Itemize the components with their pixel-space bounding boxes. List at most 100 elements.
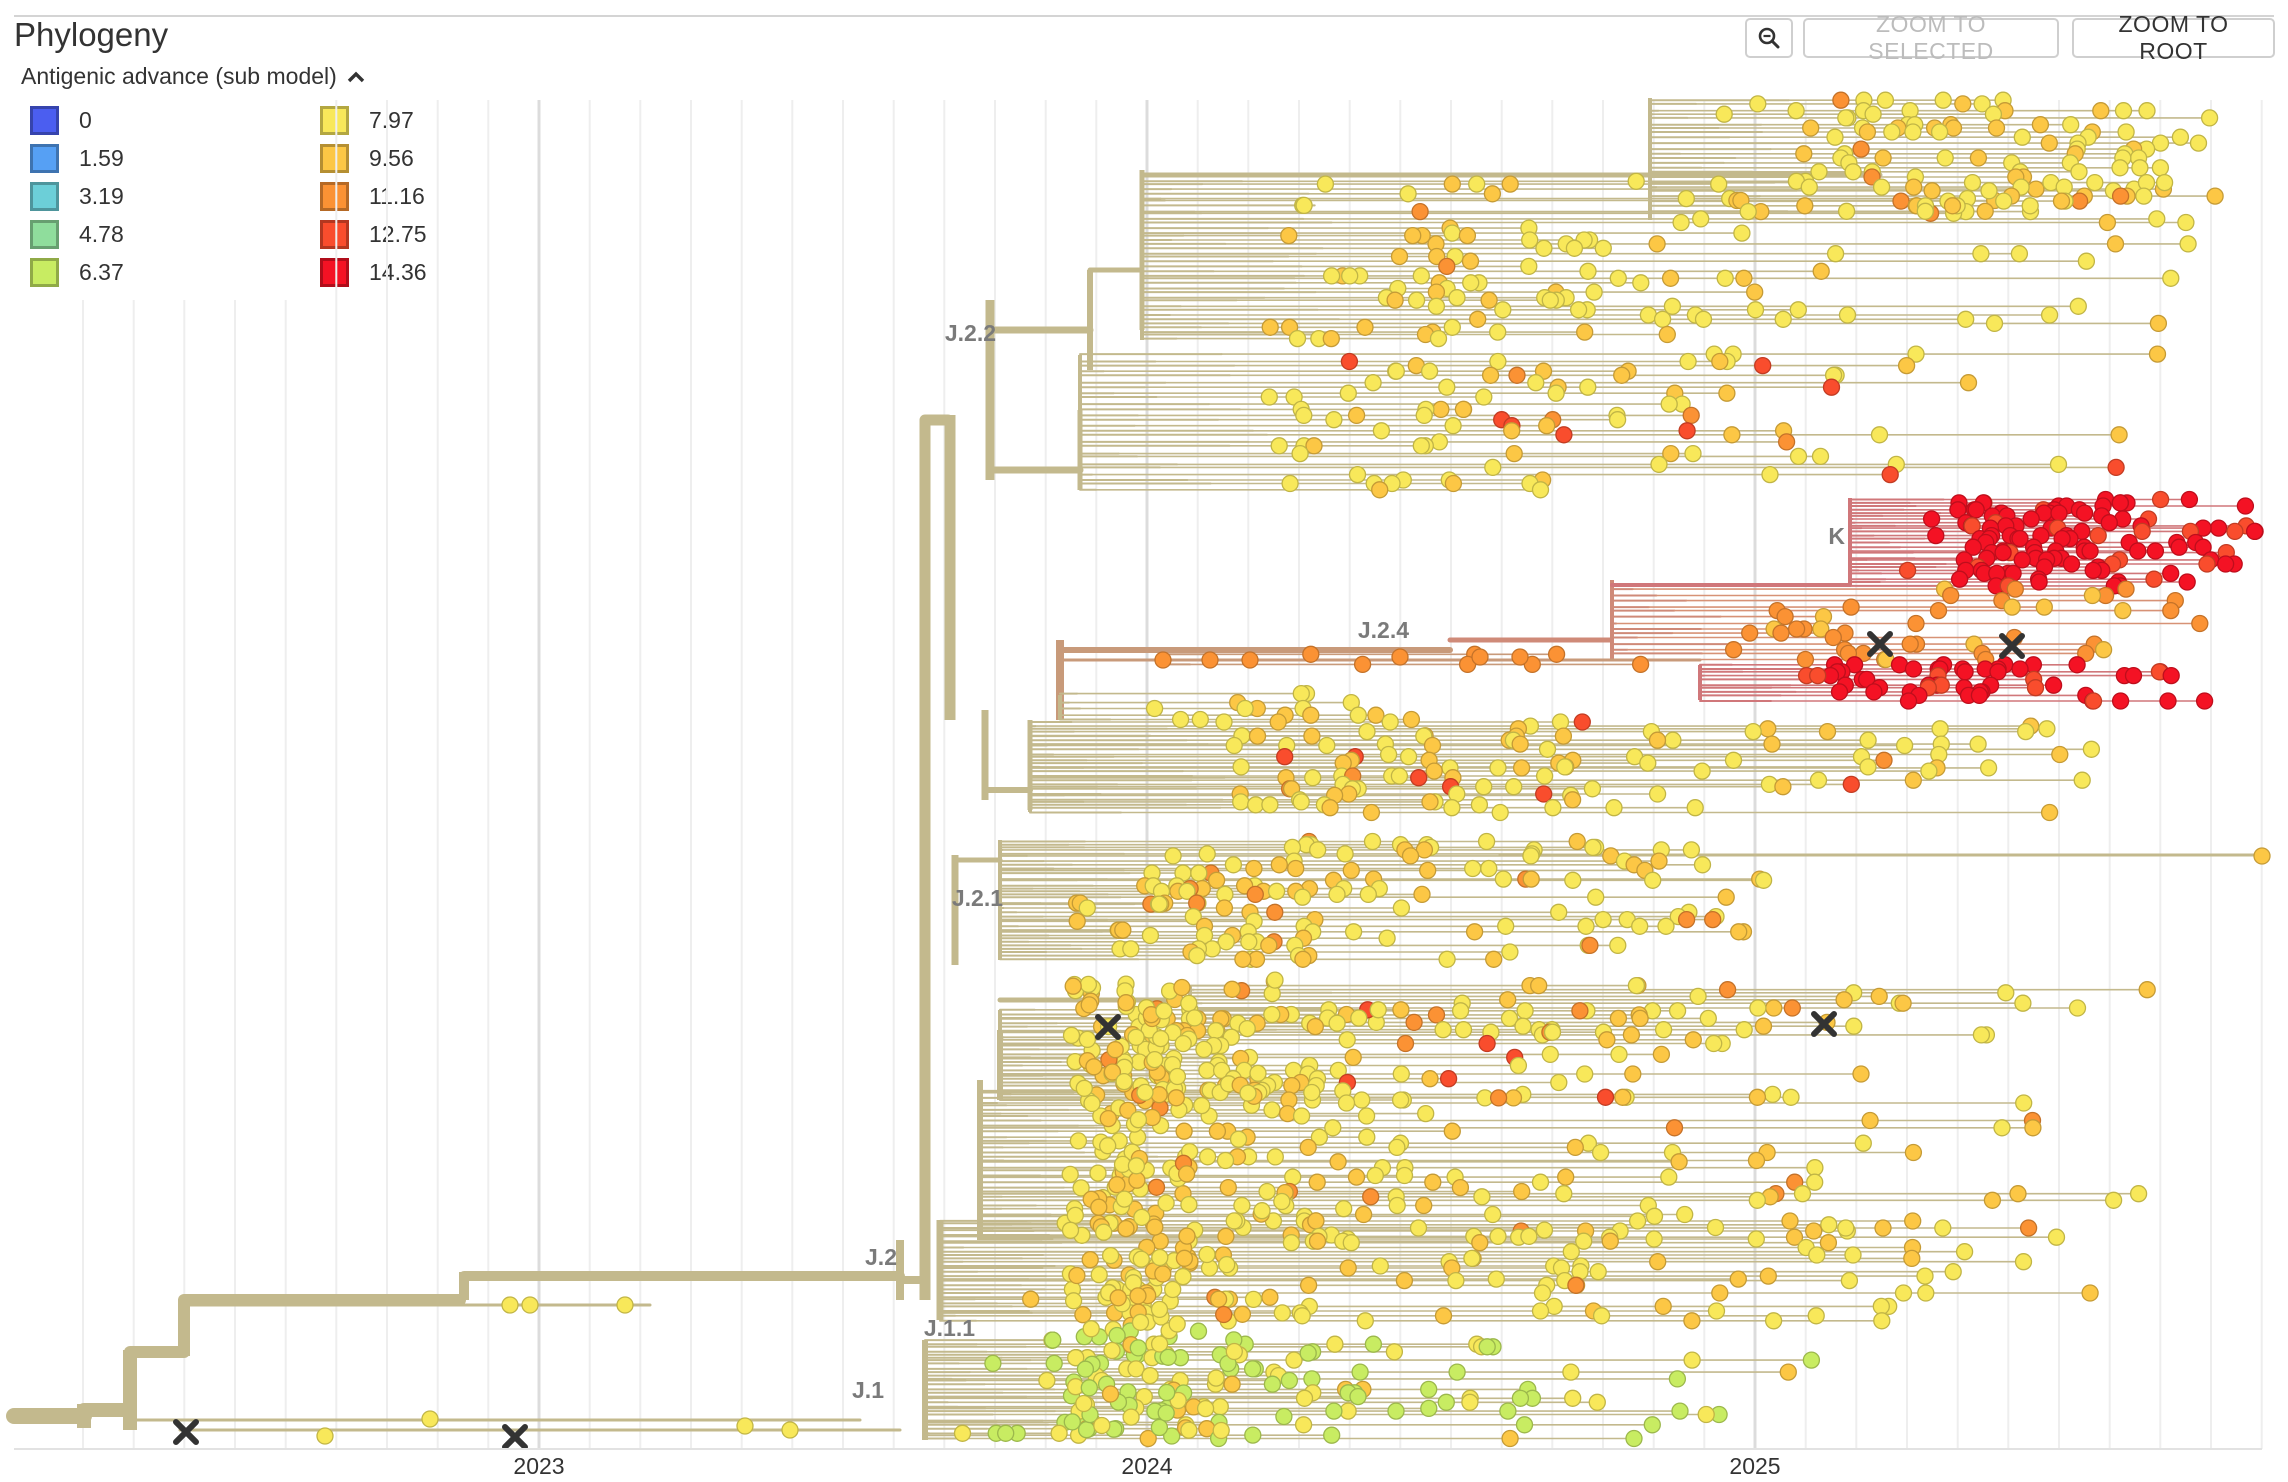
legend-item[interactable]: 12.75 — [320, 219, 427, 249]
tip — [1295, 196, 1313, 215]
tip — [501, 1296, 519, 1314]
tip — [1217, 933, 1235, 951]
tip — [1955, 1243, 1974, 1261]
tip — [1544, 799, 1562, 817]
tip — [1303, 1083, 1321, 1102]
tip — [1356, 1312, 1374, 1330]
tip — [1483, 185, 1502, 203]
tip — [1654, 1297, 1672, 1316]
tip — [1969, 149, 1988, 167]
tip — [1513, 1182, 1531, 1201]
tip — [1177, 1165, 1196, 1183]
tip — [1109, 1289, 1127, 1307]
tip — [2129, 1185, 2148, 1203]
legend-item[interactable]: 9.56 — [320, 143, 414, 173]
tip — [1358, 722, 1376, 741]
tip — [1353, 655, 1372, 674]
tip — [1454, 400, 1473, 419]
tip — [997, 1424, 1015, 1442]
tip — [1845, 1017, 1863, 1035]
legend-item[interactable]: 0 — [30, 105, 92, 135]
tip — [1078, 1030, 1097, 1049]
tip — [1253, 1202, 1271, 1220]
tip — [1229, 1130, 1248, 1148]
tip — [1609, 269, 1627, 287]
tip — [1535, 767, 1554, 785]
tip — [1904, 660, 1923, 678]
tip — [1050, 1424, 1068, 1442]
tip — [1983, 1191, 2002, 1209]
tip — [2044, 676, 2063, 694]
tip — [1469, 310, 1487, 328]
tip — [1852, 1065, 1870, 1083]
tip — [1670, 1153, 1688, 1171]
tip — [1356, 318, 1374, 336]
tip — [2031, 116, 2050, 134]
legend-item[interactable]: 6.37 — [30, 257, 124, 287]
tip — [1159, 1348, 1177, 1366]
tip — [1385, 1343, 1404, 1361]
legend-item[interactable]: 11.16 — [320, 181, 425, 211]
tip — [1338, 1031, 1356, 1049]
tip — [1443, 1122, 1461, 1140]
tip — [2006, 580, 2024, 598]
legend-item[interactable]: 3.19 — [30, 181, 124, 211]
tip — [1209, 1290, 1228, 1308]
tip — [1211, 1398, 1229, 1416]
tip — [1244, 1290, 1263, 1309]
tip — [781, 1421, 799, 1439]
tip — [1234, 950, 1252, 968]
tip — [1366, 1166, 1384, 1185]
tip — [1225, 1212, 1243, 1230]
tip — [1481, 366, 1500, 384]
tip — [1067, 1349, 1085, 1367]
tip — [1693, 856, 1712, 874]
tip — [1243, 1360, 1262, 1378]
tip — [1931, 720, 1949, 738]
tip — [1789, 447, 1808, 466]
tip — [1075, 1079, 1093, 1097]
tip — [1395, 1166, 1414, 1185]
clade-label: J.2.4 — [1358, 617, 1409, 643]
legend-item[interactable]: 4.78 — [30, 219, 124, 249]
tip — [2180, 490, 2199, 509]
tip — [1993, 1119, 2011, 1137]
tip — [2003, 598, 2021, 616]
tip — [1465, 923, 1484, 941]
x-tick-label: 2025 — [1729, 1453, 1780, 1479]
tip — [1351, 1363, 1369, 1381]
tip — [1270, 437, 1288, 455]
tip — [1645, 1207, 1664, 1225]
tip — [1405, 1013, 1423, 1032]
tip — [1309, 841, 1327, 859]
tip — [1689, 987, 1707, 1006]
legend-item[interactable]: 7.97 — [320, 105, 414, 135]
tip — [2162, 564, 2180, 583]
clade-label: J.1.1 — [924, 1315, 975, 1341]
tip — [1985, 314, 2004, 333]
tip — [1420, 1380, 1438, 1399]
tip — [1248, 727, 1267, 745]
tip — [2195, 692, 2214, 710]
tip — [1299, 1344, 1317, 1362]
tip — [1614, 1088, 1632, 1106]
x-tick-label: 2024 — [1121, 1453, 1172, 1479]
tip — [1643, 1416, 1661, 1434]
tip — [2009, 1185, 2027, 1203]
legend-item[interactable]: 14.36 — [320, 257, 427, 287]
tip — [2024, 1119, 2042, 1137]
tip — [1557, 1168, 1575, 1186]
zoom-icon-button[interactable] — [1745, 18, 1793, 58]
tip — [1956, 663, 1974, 681]
tip — [1353, 1091, 1371, 1109]
tip — [1141, 1366, 1159, 1385]
tip — [1682, 841, 1701, 859]
tip — [1844, 1246, 1862, 1264]
tip — [1233, 1196, 1251, 1215]
tip — [1970, 686, 1989, 705]
x-tick-label: 2023 — [513, 1453, 564, 1479]
tip — [1106, 1041, 1124, 1059]
legend-item[interactable]: 1.59 — [30, 143, 124, 173]
legend-toggle[interactable]: Antigenic advance (sub model) — [21, 63, 366, 90]
